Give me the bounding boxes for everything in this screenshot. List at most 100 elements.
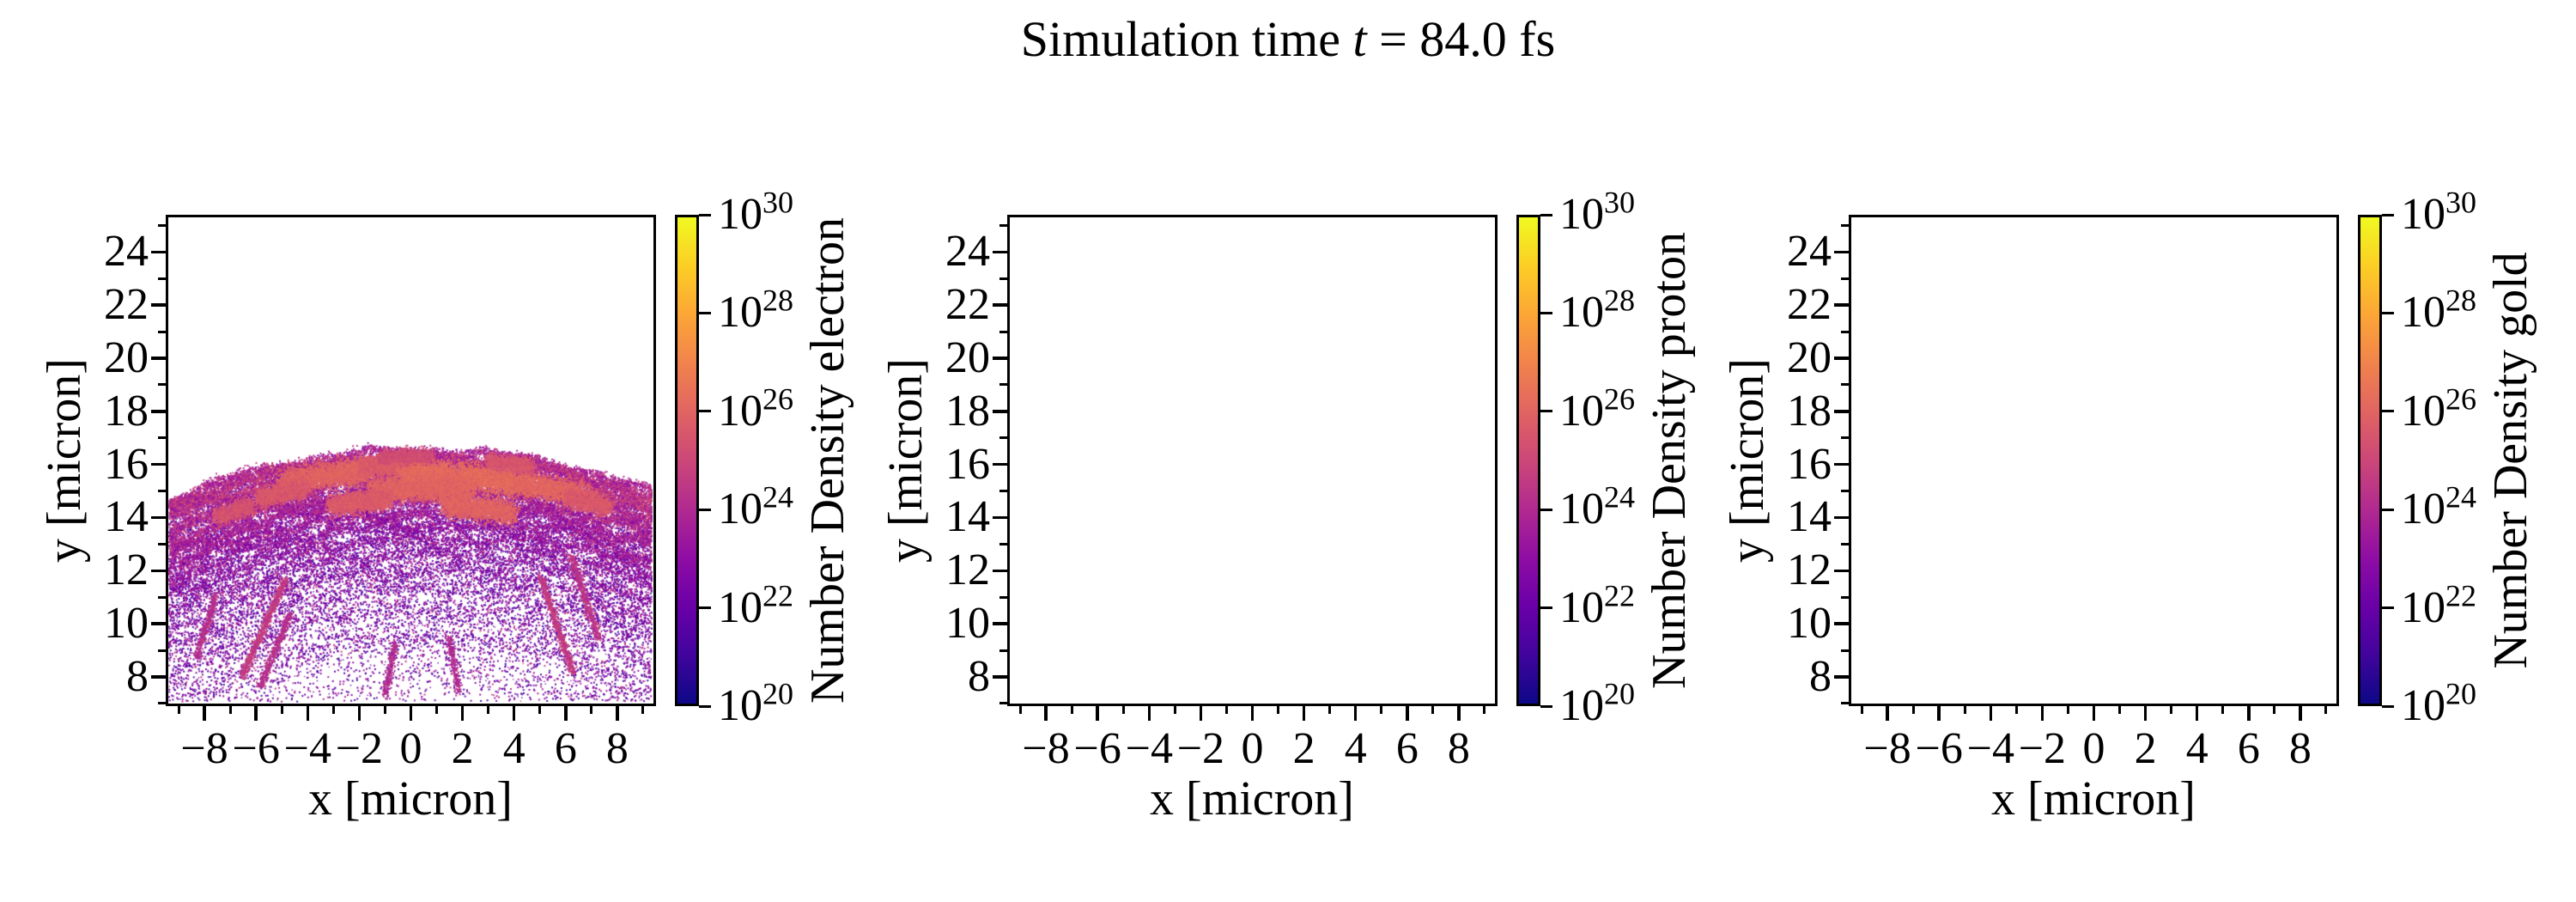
colorbar-tick-label: 1024: [718, 479, 793, 534]
scatter-canvas: [168, 217, 653, 703]
plot-area: [1849, 215, 2339, 706]
x-axis-label: x [micron]: [308, 772, 513, 826]
colorbar-gradient: [1519, 217, 1538, 704]
y-major-tick: [993, 569, 1007, 573]
colorbar-tick: [1540, 606, 1552, 610]
x-tick-label: 4: [2185, 724, 2208, 773]
y-minor-tick: [999, 223, 1007, 227]
x-minor-tick: [487, 706, 490, 714]
y-minor-tick: [158, 649, 166, 652]
colorbar-tick: [1540, 311, 1552, 314]
x-tick-label: −2: [1176, 724, 1225, 773]
title-text-prefix: Simulation time: [1020, 11, 1353, 67]
x-major-tick: [1147, 706, 1151, 721]
colorbar-tick-label: 1022: [718, 578, 793, 632]
y-tick-label: 20: [945, 332, 990, 382]
x-tick-label: −2: [2018, 724, 2067, 773]
y-minor-tick: [999, 383, 1007, 387]
colorbar-tick-label: 1020: [2401, 676, 2476, 730]
x-minor-tick: [1277, 706, 1280, 714]
x-tick-label: −6: [1915, 724, 1963, 773]
x-tick-label: −6: [232, 724, 280, 773]
colorbar-tick-label: 1030: [718, 185, 793, 239]
x-major-tick: [1199, 706, 1203, 721]
y-minor-tick: [158, 702, 166, 705]
colorbar-tick-label: 1020: [1559, 676, 1635, 730]
y-major-tick: [151, 357, 166, 360]
y-tick-label: 18: [945, 386, 990, 436]
figure-title: Simulation time t = 84.0 fs: [0, 0, 2576, 79]
y-major-tick: [151, 462, 166, 466]
y-tick-label: 8: [1809, 651, 1832, 701]
y-minor-tick: [158, 436, 166, 440]
x-minor-tick: [2170, 706, 2173, 714]
y-major-tick: [151, 303, 166, 307]
y-minor-tick: [999, 649, 1007, 652]
y-minor-tick: [999, 277, 1007, 280]
y-major-tick: [993, 250, 1007, 254]
y-tick-label: 16: [104, 439, 149, 489]
x-major-tick: [2092, 706, 2096, 721]
y-major-tick: [1834, 569, 1849, 573]
x-major-tick: [1302, 706, 1306, 721]
x-tick-label: −4: [283, 724, 331, 773]
y-tick-label: 10: [945, 599, 990, 649]
colorbar-tick: [2382, 606, 2394, 610]
x-minor-tick: [590, 706, 593, 714]
colorbar-tick-label: 1024: [1559, 479, 1635, 534]
x-tick-label: 4: [502, 724, 526, 773]
colorbar-label: Number Density electron: [801, 216, 854, 704]
y-tick-label: 8: [126, 651, 149, 701]
x-major-tick: [409, 706, 413, 721]
x-major-tick: [1989, 706, 1993, 721]
y-major-tick: [993, 303, 1007, 307]
x-minor-tick: [1224, 706, 1228, 714]
x-minor-tick: [1431, 706, 1435, 714]
plot-area: [1007, 215, 1498, 706]
colorbar-tick: [699, 606, 711, 610]
y-tick-label: 8: [968, 651, 990, 701]
colorbar-gradient: [677, 217, 696, 704]
x-major-tick: [616, 706, 619, 721]
x-minor-tick: [1380, 706, 1383, 714]
x-major-tick: [1044, 706, 1048, 721]
y-tick-label: 12: [104, 545, 149, 595]
colorbar-tick: [699, 508, 711, 511]
colorbar-tick: [2382, 410, 2394, 413]
x-minor-tick: [2221, 706, 2225, 714]
y-minor-tick: [158, 542, 166, 545]
x-minor-tick: [2066, 706, 2069, 714]
plot-area: [166, 215, 656, 706]
x-major-tick: [460, 706, 465, 721]
colorbar-tick-label: 1020: [718, 676, 793, 730]
x-tick-label: 0: [399, 724, 422, 773]
x-tick-label: −4: [1966, 724, 2014, 773]
x-major-tick: [2299, 706, 2302, 721]
x-major-tick: [254, 706, 258, 721]
colorbar-tick: [2382, 704, 2394, 708]
colorbar-tick: [1540, 704, 1552, 708]
y-major-tick: [151, 250, 166, 254]
y-major-tick: [151, 675, 166, 679]
x-major-tick: [1457, 706, 1461, 721]
x-minor-tick: [228, 706, 232, 714]
colorbar-tick-label: 1022: [1559, 578, 1635, 632]
y-minor-tick: [1841, 436, 1849, 440]
x-major-tick: [203, 706, 206, 721]
x-axis-label: x [micron]: [1991, 772, 2196, 826]
y-tick-label: 22: [104, 280, 149, 330]
y-major-tick: [993, 462, 1007, 466]
x-tick-label: 2: [2134, 724, 2157, 773]
x-tick-label: −8: [1863, 724, 1911, 773]
y-minor-tick: [1841, 277, 1849, 280]
colorbar-tick-label: 1028: [718, 283, 793, 338]
y-tick-label: 18: [104, 386, 149, 436]
colorbar: [675, 215, 699, 706]
y-tick-label: 24: [945, 227, 990, 277]
colorbar-gradient: [2360, 217, 2379, 704]
y-minor-tick: [999, 702, 1007, 705]
x-major-tick: [2143, 706, 2148, 721]
x-minor-tick: [2324, 706, 2328, 714]
y-minor-tick: [1841, 330, 1849, 333]
y-major-tick: [1834, 622, 1849, 625]
